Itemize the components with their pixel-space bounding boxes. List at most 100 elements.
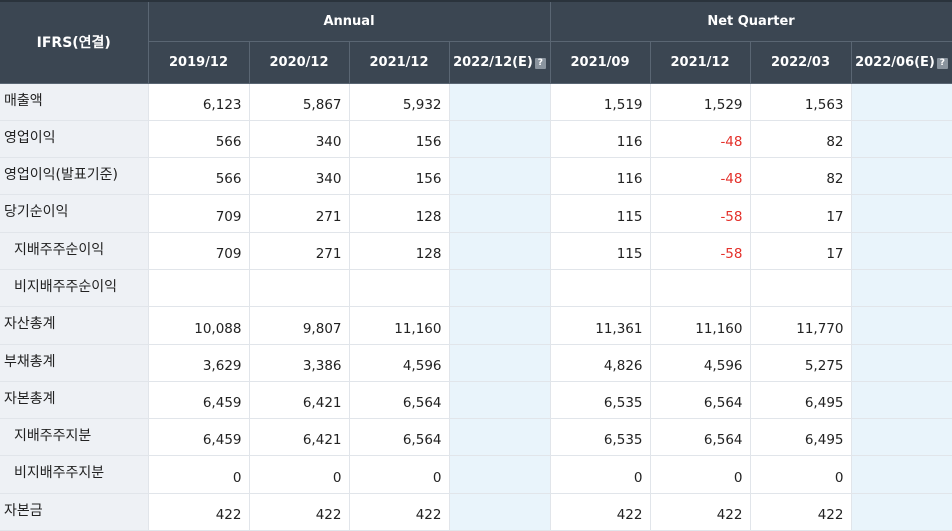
table-row: 비지배주주순이익 bbox=[0, 269, 952, 308]
value-cell: 156 bbox=[349, 157, 450, 196]
value-cell: 5,932 bbox=[349, 83, 450, 121]
table-row: 지배주주순이익 709 271 128 115 -58 17 bbox=[0, 232, 952, 270]
value-cell: 11,160 bbox=[349, 306, 450, 345]
table-row: 영업이익 566 340 156 116 -48 82 bbox=[0, 120, 952, 159]
estimate-help-icon[interactable]: ? bbox=[534, 57, 546, 69]
value-cell bbox=[449, 455, 551, 494]
period-header-annual-0: 2019/12 bbox=[148, 41, 250, 84]
value-cell bbox=[449, 381, 551, 420]
value-cell: 6,495 bbox=[750, 381, 852, 420]
period-label: 2019/12 bbox=[168, 54, 229, 70]
value-cell: 6,564 bbox=[650, 418, 751, 457]
value-cell bbox=[249, 269, 350, 308]
value-cell: 116 bbox=[550, 120, 651, 159]
period-label: 2021/12 bbox=[670, 54, 730, 70]
value-cell: 0 bbox=[349, 455, 450, 494]
period-label: 2022/06(E) bbox=[855, 54, 935, 70]
table-row: 영업이익(발표기준) 566 340 156 116 -48 82 bbox=[0, 157, 952, 196]
value-cell bbox=[148, 269, 250, 308]
value-cell bbox=[449, 232, 551, 270]
period-label: 2020/12 bbox=[269, 54, 329, 70]
value-cell: 6,421 bbox=[249, 418, 350, 457]
value-cell: 5,275 bbox=[750, 344, 852, 382]
value-cell: 709 bbox=[148, 232, 250, 270]
value-cell: 4,826 bbox=[550, 344, 651, 382]
value-cell: 340 bbox=[249, 157, 350, 196]
value-cell bbox=[851, 381, 952, 420]
value-cell bbox=[851, 232, 952, 270]
estimate-help-icon[interactable]: ? bbox=[936, 57, 948, 69]
value-cell: 6,535 bbox=[550, 381, 651, 420]
value-cell: 566 bbox=[148, 120, 250, 159]
value-cell: -58 bbox=[650, 232, 751, 270]
value-cell bbox=[851, 120, 952, 159]
ifrs-header: IFRS(연결) bbox=[0, 0, 149, 84]
period-header-annual-2: 2021/12 bbox=[349, 41, 450, 84]
period-header-quarter-2: 2022/03 bbox=[750, 41, 852, 84]
row-label: 자본총계 bbox=[0, 381, 149, 420]
value-cell: 0 bbox=[550, 455, 651, 494]
table-row: 지배주주지분 6,459 6,421 6,564 6,535 6,564 6,495 bbox=[0, 418, 952, 457]
value-cell: -48 bbox=[650, 120, 751, 159]
value-cell: 0 bbox=[750, 455, 852, 494]
value-cell: 709 bbox=[148, 194, 250, 233]
value-cell: 0 bbox=[148, 455, 250, 494]
value-cell: 6,123 bbox=[148, 83, 250, 121]
value-cell: 128 bbox=[349, 194, 450, 233]
row-label: 지배주주순이익 bbox=[0, 232, 149, 270]
value-cell: 6,459 bbox=[148, 381, 250, 420]
value-cell bbox=[449, 269, 551, 308]
value-cell bbox=[851, 269, 952, 308]
value-cell: 1,529 bbox=[650, 83, 751, 121]
row-label: 비지배주주지분 bbox=[0, 455, 149, 494]
quarter-group-header: Net Quarter bbox=[550, 0, 952, 42]
value-cell: 82 bbox=[750, 120, 852, 159]
period-label: 2021/12 bbox=[369, 54, 429, 70]
value-cell: 17 bbox=[750, 194, 852, 233]
value-cell: 3,629 bbox=[148, 344, 250, 382]
value-cell bbox=[449, 306, 551, 345]
value-cell: 4,596 bbox=[650, 344, 751, 382]
value-cell: 9,807 bbox=[249, 306, 350, 345]
value-cell: 5,867 bbox=[249, 83, 350, 121]
value-cell: 271 bbox=[249, 232, 350, 270]
value-cell: 4,596 bbox=[349, 344, 450, 382]
value-cell: 6,495 bbox=[750, 418, 852, 457]
value-cell: 11,361 bbox=[550, 306, 651, 345]
value-cell bbox=[851, 83, 952, 121]
row-label: 매출액 bbox=[0, 83, 149, 121]
value-cell bbox=[851, 418, 952, 457]
row-label: 자산총계 bbox=[0, 306, 149, 345]
value-cell: 6,564 bbox=[650, 381, 751, 420]
table-row: 당기순이익 709 271 128 115 -58 17 bbox=[0, 194, 952, 233]
value-cell bbox=[851, 306, 952, 345]
value-cell: 116 bbox=[550, 157, 651, 196]
value-cell: 1,563 bbox=[750, 83, 852, 121]
value-cell: 128 bbox=[349, 232, 450, 270]
value-cell: 0 bbox=[249, 455, 350, 494]
row-label: 영업이익(발표기준) bbox=[0, 157, 149, 196]
value-cell bbox=[449, 418, 551, 457]
value-cell: -48 bbox=[650, 157, 751, 196]
table-row: 비지배주주지분 0 0 0 0 0 0 bbox=[0, 455, 952, 494]
value-cell bbox=[550, 269, 651, 308]
period-header-quarter-3: 2022/06(E)? bbox=[851, 41, 952, 84]
value-cell bbox=[851, 455, 952, 494]
table-row: 부채총계 3,629 3,386 4,596 4,826 4,596 5,275 bbox=[0, 344, 952, 382]
value-cell: 11,770 bbox=[750, 306, 852, 345]
value-cell bbox=[449, 120, 551, 159]
value-cell bbox=[449, 194, 551, 233]
value-cell: 6,459 bbox=[148, 418, 250, 457]
value-cell: 6,421 bbox=[249, 381, 350, 420]
value-cell: 566 bbox=[148, 157, 250, 196]
value-cell: 3,386 bbox=[249, 344, 350, 382]
value-cell bbox=[349, 269, 450, 308]
value-cell: 340 bbox=[249, 120, 350, 159]
value-cell bbox=[449, 157, 551, 196]
table-row: 자산총계 10,088 9,807 11,160 11,361 11,160 11,770 bbox=[0, 306, 952, 345]
row-label: 비지배주주순이익 bbox=[0, 269, 149, 308]
value-cell: 17 bbox=[750, 232, 852, 270]
value-cell bbox=[449, 83, 551, 121]
row-label: 영업이익 bbox=[0, 120, 149, 159]
